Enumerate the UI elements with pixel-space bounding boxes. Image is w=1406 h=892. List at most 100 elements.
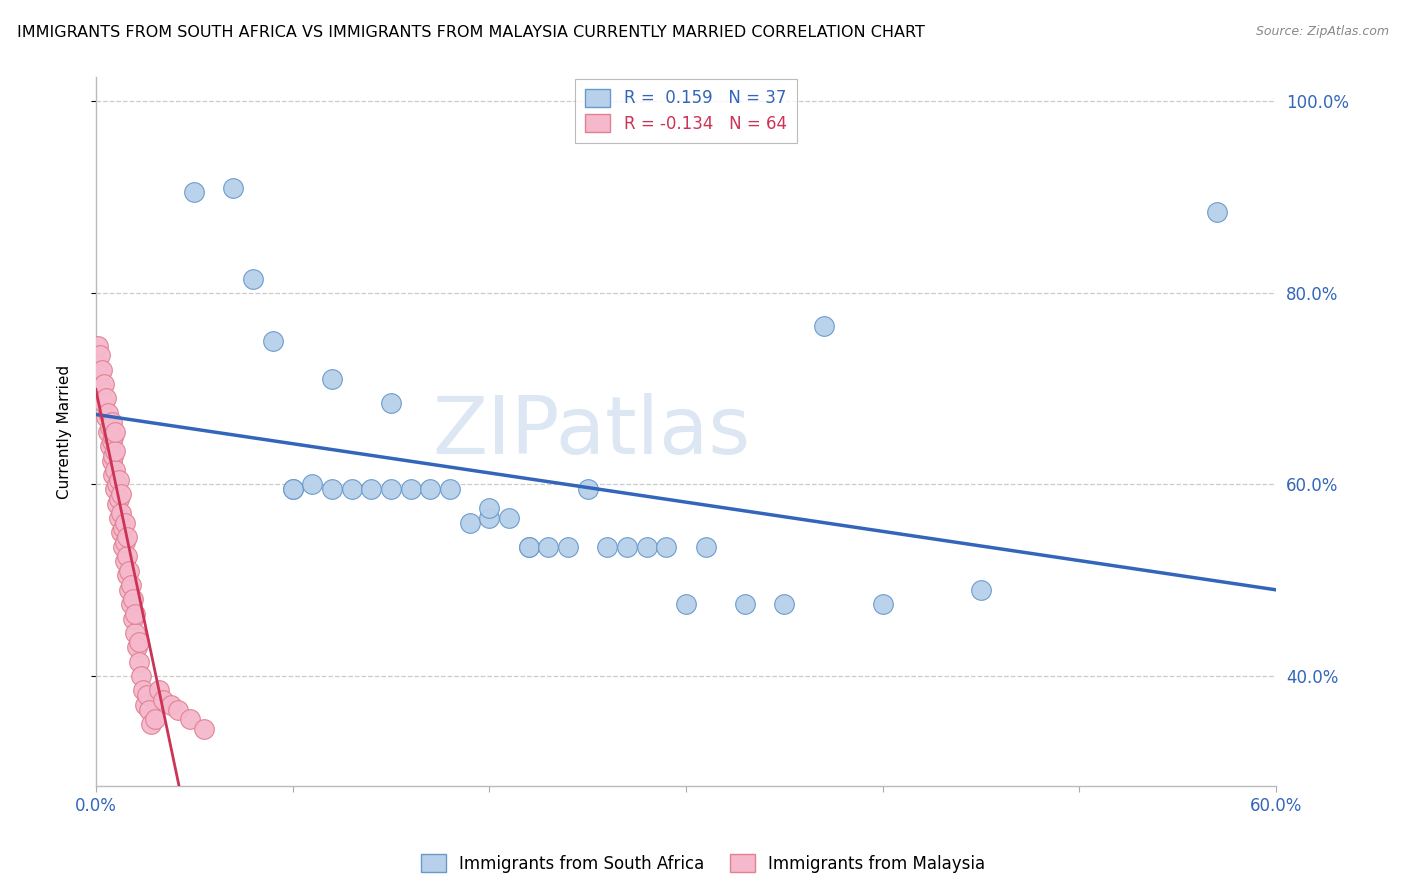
Point: [340, 482, 363, 496]
Point: [93, 376, 115, 391]
Point: [636, 540, 658, 554]
Point: [970, 582, 993, 597]
Point: [281, 482, 304, 496]
Point: [112, 540, 135, 554]
Point: [114, 535, 136, 549]
Point: [773, 597, 796, 611]
Point: [104, 482, 127, 496]
Point: [596, 540, 619, 554]
Point: [103, 429, 125, 443]
Point: [360, 482, 382, 496]
Point: [134, 698, 156, 712]
Legend: R =  0.159   N = 37, R = -0.134   N = 64: R = 0.159 N = 37, R = -0.134 N = 64: [575, 78, 797, 143]
Point: [98, 420, 121, 434]
Point: [118, 564, 141, 578]
Point: [104, 425, 127, 439]
Point: [107, 477, 129, 491]
Point: [124, 626, 146, 640]
Point: [114, 516, 136, 530]
Legend: Immigrants from South Africa, Immigrants from Malaysia: Immigrants from South Africa, Immigrants…: [415, 847, 991, 880]
Point: [118, 582, 141, 597]
Point: [478, 511, 501, 525]
Point: [167, 702, 190, 716]
Point: [100, 453, 122, 467]
Point: [655, 540, 678, 554]
Point: [128, 655, 150, 669]
Point: [94, 391, 117, 405]
Point: [97, 406, 120, 420]
Point: [93, 396, 115, 410]
Point: [321, 482, 343, 496]
Point: [872, 597, 894, 611]
Point: [87, 358, 110, 372]
Point: [117, 549, 139, 564]
Point: [107, 497, 129, 511]
Point: [89, 368, 111, 382]
Point: [616, 540, 638, 554]
Point: [557, 540, 579, 554]
Point: [183, 186, 205, 200]
Point: [104, 463, 127, 477]
Text: Source: ZipAtlas.com: Source: ZipAtlas.com: [1256, 25, 1389, 38]
Point: [517, 540, 540, 554]
Point: [380, 482, 402, 496]
Point: [100, 415, 122, 429]
Point: [193, 722, 215, 736]
Point: [97, 425, 120, 439]
Point: [117, 530, 139, 544]
Point: [114, 554, 136, 568]
Point: [152, 693, 174, 707]
Point: [90, 382, 112, 396]
Point: [100, 434, 122, 449]
Point: [103, 449, 125, 463]
Point: [439, 482, 461, 496]
Point: [380, 396, 402, 410]
Text: IMMIGRANTS FROM SOUTH AFRICA VS IMMIGRANTS FROM MALAYSIA CURRENTLY MARRIED CORRE: IMMIGRANTS FROM SOUTH AFRICA VS IMMIGRAN…: [17, 25, 925, 40]
Point: [399, 482, 422, 496]
Point: [128, 635, 150, 649]
Point: [576, 482, 599, 496]
Point: [419, 482, 441, 496]
Point: [537, 540, 560, 554]
Point: [813, 319, 835, 334]
Point: [120, 578, 142, 592]
Point: [159, 698, 181, 712]
Point: [87, 338, 110, 352]
Point: [89, 348, 111, 362]
Point: [734, 597, 756, 611]
Point: [675, 597, 697, 611]
Point: [108, 511, 131, 525]
Point: [117, 568, 139, 582]
Point: [120, 597, 142, 611]
Point: [179, 712, 201, 726]
Point: [138, 702, 160, 716]
Point: [90, 362, 112, 376]
Point: [110, 487, 132, 501]
Point: [222, 180, 245, 194]
Point: [321, 372, 343, 386]
Point: [104, 444, 127, 458]
Point: [695, 540, 717, 554]
Point: [129, 669, 152, 683]
Point: [124, 607, 146, 621]
Point: [143, 712, 166, 726]
Point: [281, 482, 304, 496]
Point: [112, 520, 135, 534]
Point: [262, 334, 284, 348]
Point: [98, 439, 121, 453]
Point: [103, 467, 125, 482]
Point: [108, 473, 131, 487]
Point: [301, 477, 323, 491]
Text: ZIPatlas: ZIPatlas: [433, 392, 751, 471]
Point: [136, 688, 159, 702]
Point: [122, 611, 145, 625]
Point: [132, 683, 155, 698]
Point: [458, 516, 481, 530]
Point: [242, 271, 264, 285]
Point: [122, 592, 145, 607]
Point: [108, 491, 131, 506]
Point: [110, 506, 132, 520]
Point: [94, 410, 117, 425]
Point: [139, 717, 162, 731]
Point: [127, 640, 149, 655]
